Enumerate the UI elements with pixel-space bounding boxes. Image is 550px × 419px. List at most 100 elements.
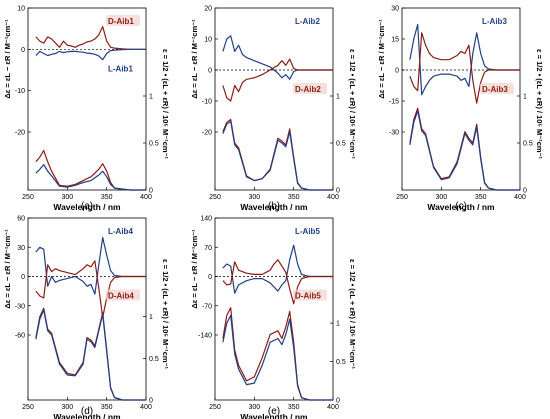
plot-frame: [214, 7, 334, 191]
cd-tick-label: -30: [389, 130, 399, 137]
cd-tick-label: 0: [21, 274, 25, 281]
cd-tick-label: -20: [202, 130, 212, 137]
series-line-l-aib3-abs: [409, 110, 520, 191]
series-line-l-aib4-abs: [35, 309, 146, 401]
cd-tick-label: -10: [202, 99, 212, 106]
cd-tick-label: 0: [21, 47, 25, 54]
series-line-d-aib3-abs: [409, 107, 520, 191]
x-tick-label: 400: [327, 194, 339, 201]
series-label: D-Aib1: [108, 17, 134, 26]
series-line-d-aib1-cd: [35, 26, 146, 50]
plot-frame: [27, 217, 147, 401]
panel-label: (e): [268, 406, 280, 417]
panel-a: 250 300 350 400 10 0 -10 -20 0 0.5 1 Wavelength / n…: [3, 6, 170, 213]
cd-tick-label: 0: [208, 68, 212, 75]
series-label-bg: [106, 15, 140, 26]
panel-e: 250 300 350 400 140 70 0 -70 -140 0 0.5 1 Wavelength…: [190, 216, 357, 419]
x-tick-label: 400: [514, 194, 526, 201]
x-tick-label: 250: [22, 404, 34, 411]
x-tick-label: 400: [327, 404, 339, 411]
cd-tick-label: -30: [15, 303, 25, 310]
series-line-l-aib5-cd: [222, 244, 333, 294]
series-line-l-aib1-abs: [35, 164, 146, 191]
series-line-d-aib2-abs: [222, 118, 333, 191]
abs-tick-label: 1: [336, 321, 340, 328]
abs-tick-label: 0.5: [149, 141, 159, 148]
cd-tick-label: -20: [15, 130, 25, 137]
abs-tick-label: 1: [149, 314, 153, 321]
cd-tick-label: -15: [389, 99, 399, 106]
x-tick-label: 250: [22, 194, 34, 201]
panel-label: (a): [81, 201, 93, 212]
series-label: L-Aib2: [295, 17, 320, 26]
x-tick-label: 300: [435, 194, 447, 201]
series-label: D-Aib3: [482, 85, 508, 94]
series-label-bg: [106, 289, 140, 301]
series-line-l-aib5-abs: [222, 314, 333, 401]
abs-tick-label: 1: [523, 94, 527, 101]
x-tick-label: 350: [101, 404, 113, 411]
abs-tick-label: 0.5: [149, 356, 159, 363]
panel-label: (d): [81, 406, 93, 417]
plot-frame: [214, 217, 334, 401]
cd-tick-label: -70: [202, 303, 212, 310]
abs-tick-label: 0.5: [523, 141, 533, 148]
abs-tick-label: 0.5: [336, 359, 346, 366]
cd-tick-label: -60: [15, 333, 25, 340]
series-line-l-aib1-cd: [35, 48, 146, 61]
abs-tick-label: 0.5: [336, 141, 346, 148]
panel-b: 250 300 350 400 20 10 0 -10 -20 0 0.5 1 Wavelength /…: [190, 6, 357, 213]
series-label: L-Aib5: [295, 227, 320, 236]
y-axis-label-left: Δε = εL − εR / M⁻¹cm⁻¹: [377, 19, 386, 99]
plot-frame: [27, 7, 147, 191]
series-label-bg: [293, 289, 327, 301]
abs-tick-label: 0: [149, 188, 153, 195]
x-tick-label: 400: [140, 194, 152, 201]
cd-tick-label: 30: [391, 6, 399, 13]
series-line-d-aib4-abs: [35, 307, 146, 401]
series-label: D-Aib5: [295, 292, 321, 301]
y-axis-label-right: ε = 1/2 • (εL + εR) / 10⁵ M⁻¹cm⁻¹: [348, 259, 357, 370]
x-tick-label: 350: [475, 194, 487, 201]
cd-tick-label: -10: [15, 88, 25, 95]
x-tick-label: 300: [61, 194, 73, 201]
plot-frame: [401, 7, 521, 191]
cd-tick-label: 10: [204, 37, 212, 44]
y-axis-label-right: ε = 1/2 • (εL + εR) / 10⁵ M⁻¹cm⁻¹: [161, 259, 170, 370]
x-tick-label: 250: [396, 194, 408, 201]
y-axis-label-left: Δε = εL − εR / M⁻¹cm⁻¹: [3, 19, 12, 99]
series-label-bg: [293, 83, 327, 94]
series-line-d-aib4-cd: [35, 260, 146, 318]
series-line-d-aib3-cd: [409, 32, 520, 104]
series-line-l-aib2-cd: [222, 35, 333, 80]
abs-tick-label: 0: [149, 398, 153, 405]
cd-tick-label: 60: [17, 216, 25, 223]
series-label: D-Aib2: [295, 85, 321, 94]
y-axis-label-right: ε = 1/2 • (εL + εR) / 10⁵ M⁻¹cm⁻¹: [161, 49, 170, 160]
series-label: L-Aib4: [108, 227, 133, 236]
y-axis-label-right: ε = 1/2 • (εL + εR) / 10⁵ M⁻¹cm⁻¹: [535, 49, 544, 160]
y-axis-label-left: Δε = εL − εR / M⁻¹cm⁻¹: [3, 229, 12, 309]
panel-label: (b): [268, 201, 280, 212]
series-line-d-aib1-abs: [35, 149, 146, 191]
series-label: L-Aib3: [482, 17, 507, 26]
x-tick-label: 350: [288, 194, 300, 201]
abs-tick-label: 0: [336, 188, 340, 195]
abs-tick-label: 1: [336, 94, 340, 101]
x-axis-label: Wavelength / nm: [53, 412, 121, 419]
x-axis-label: Wavelength / nm: [240, 412, 308, 419]
cd-tick-label: 15: [391, 37, 399, 44]
series-line-l-aib4-cd: [35, 236, 146, 295]
x-tick-label: 250: [209, 404, 221, 411]
cd-tick-label: 10: [17, 6, 25, 13]
y-axis-label-left: Δε = εL − εR / M⁻¹cm⁻¹: [190, 229, 199, 309]
y-axis-label-right: ε = 1/2 • (εL + εR) / 10⁵ M⁻¹cm⁻¹: [348, 49, 357, 160]
x-tick-label: 350: [101, 194, 113, 201]
x-axis-label: Wavelength / nm: [427, 202, 495, 212]
x-axis-label: Wavelength / nm: [240, 202, 308, 212]
panel-label: (c): [455, 201, 467, 212]
series-line-d-aib5-abs: [222, 307, 333, 401]
x-tick-label: 300: [61, 404, 73, 411]
